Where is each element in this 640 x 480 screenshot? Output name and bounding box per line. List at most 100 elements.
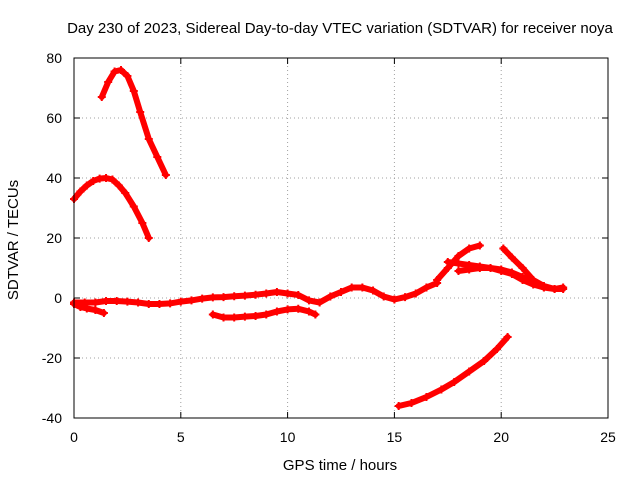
data-point	[294, 291, 303, 299]
data-point	[176, 297, 185, 306]
series-line	[98, 67, 169, 178]
data-point	[454, 252, 463, 260]
data-point	[166, 299, 175, 308]
y-tick-label: -20	[42, 350, 62, 366]
y-tick-label: 40	[46, 170, 62, 186]
x-tick-label: 20	[493, 429, 509, 445]
y-tick-label: 0	[54, 290, 62, 306]
data-point	[499, 244, 508, 253]
data-point	[110, 67, 119, 76]
data-point	[559, 283, 568, 292]
data-point	[91, 306, 100, 314]
data-point	[262, 310, 271, 319]
x-tick-label: 5	[177, 429, 185, 445]
data-point	[475, 264, 484, 272]
data-point	[219, 293, 228, 302]
y-tick-label: 20	[46, 230, 62, 246]
data-point	[503, 333, 512, 341]
data-point	[208, 293, 217, 302]
data-point	[82, 181, 91, 190]
x-axis-ticks: 0 5 10 15 20 25	[70, 58, 616, 445]
data-point	[76, 187, 85, 196]
data-point	[108, 175, 117, 184]
data-point	[129, 202, 138, 211]
data-point	[230, 313, 239, 322]
data-point	[91, 298, 100, 307]
data-point	[82, 304, 91, 313]
data-point	[304, 296, 313, 305]
data-point	[422, 283, 431, 292]
data-point	[529, 276, 538, 284]
data-point	[326, 292, 335, 301]
data-point	[480, 357, 489, 365]
series-line	[71, 175, 152, 241]
data-point	[475, 241, 484, 250]
data-point	[136, 108, 145, 116]
data-point	[539, 282, 548, 290]
y-tick-label: 80	[46, 50, 62, 66]
x-tick-label: 10	[280, 429, 296, 445]
data-point	[390, 295, 399, 304]
data-point	[422, 393, 431, 401]
data-point	[358, 283, 367, 292]
series-neg-rise	[394, 333, 512, 410]
x-tick-label: 15	[387, 429, 403, 445]
data-point	[454, 259, 463, 268]
data-point	[272, 288, 281, 296]
chart-title: Day 230 of 2023, Sidereal Day-to-day VTE…	[67, 20, 613, 37]
data-point	[138, 219, 147, 227]
y-axis-ticks: -40 -20 0 20 40 60 80	[42, 50, 608, 426]
data-point	[240, 312, 249, 321]
data-point	[123, 72, 132, 80]
data-point	[401, 293, 410, 302]
series-line	[209, 305, 319, 321]
data-point	[394, 402, 403, 410]
series-arc-high	[97, 66, 170, 179]
series-layer	[70, 66, 568, 410]
data-point	[437, 385, 446, 394]
data-point	[240, 291, 249, 300]
data-point	[486, 264, 495, 272]
data-point	[104, 78, 113, 86]
data-point	[283, 305, 292, 314]
y-tick-label: -40	[42, 410, 62, 426]
data-point	[123, 297, 132, 306]
data-point	[507, 253, 516, 262]
data-point	[76, 303, 85, 311]
data-point	[347, 283, 356, 292]
data-point	[230, 292, 239, 301]
data-point	[102, 174, 111, 182]
data-point	[492, 345, 501, 353]
data-point	[112, 297, 121, 305]
data-point	[155, 300, 164, 308]
data-point	[465, 265, 474, 274]
data-point	[102, 297, 111, 305]
data-point	[407, 399, 416, 407]
data-point	[411, 289, 420, 298]
x-tick-label: 0	[70, 429, 78, 445]
series-line	[395, 334, 511, 409]
data-point	[507, 268, 516, 277]
data-point	[198, 294, 207, 303]
data-point	[497, 265, 506, 274]
data-point	[272, 307, 281, 316]
data-point	[144, 234, 153, 242]
data-point	[379, 292, 388, 301]
y-axis-label: SDTVAR / TECUs	[5, 180, 22, 300]
data-point	[433, 276, 442, 284]
data-point	[134, 298, 143, 307]
data-point	[465, 244, 474, 253]
series-drop-right	[499, 244, 568, 293]
data-point	[153, 153, 162, 161]
data-point	[219, 313, 228, 322]
series-rise-upper	[433, 241, 484, 284]
data-point	[465, 367, 474, 376]
data-point	[283, 289, 292, 298]
data-point	[144, 300, 153, 308]
data-point	[369, 286, 378, 295]
data-point	[116, 66, 125, 74]
grid-layer	[74, 58, 608, 418]
data-point	[251, 312, 260, 320]
series-band-main	[70, 279, 442, 308]
